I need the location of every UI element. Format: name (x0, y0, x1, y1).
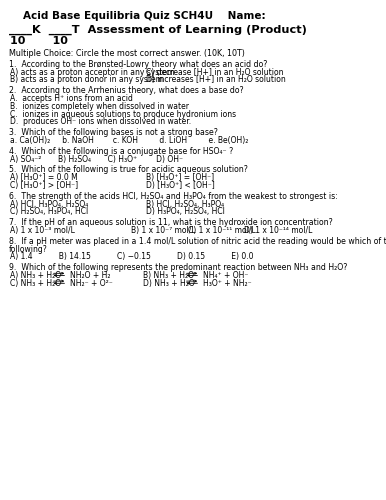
Text: C.  ionizes in aqueous solutions to produce hydronium ions: C. ionizes in aqueous solutions to produ… (10, 110, 237, 118)
Text: D) H₃PO₄, H₂SO₄, HCl: D) H₃PO₄, H₂SO₄, HCl (146, 208, 225, 216)
Text: Multiple Choice: Circle the most correct answer. (10K, 10T): Multiple Choice: Circle the most correct… (9, 49, 245, 58)
Text: B.  ionizes completely when dissolved in water: B. ionizes completely when dissolved in … (10, 102, 190, 111)
Text: 3.  Which of the following bases is not a strong base?: 3. Which of the following bases is not a… (9, 128, 218, 137)
Text: B) [H₃O⁺] = [OH⁻]: B) [H₃O⁺] = [OH⁻] (146, 173, 215, 182)
Text: A) [H₃O⁺] = 0.0 M: A) [H₃O⁺] = 0.0 M (10, 173, 78, 182)
Text: 9.  Which of the following represents the predominant reaction between NH₃ and H: 9. Which of the following represents the… (9, 263, 347, 272)
Text: A) SO₄⁻²       B) H₂SO₄       C) H₃O⁺        D) OH⁻: A) SO₄⁻² B) H₂SO₄ C) H₃O⁺ D) OH⁻ (10, 154, 183, 164)
Text: A.  accepts H⁺ ions from an acid: A. accepts H⁺ ions from an acid (10, 94, 133, 103)
Text: B) NH₃ + H₂O: B) NH₃ + H₂O (144, 271, 195, 280)
Text: 6.  The strength of the acids HCl, H₂SO₄ and H₃PO₄ from the weakest to strongest: 6. The strength of the acids HCl, H₂SO₄ … (9, 192, 338, 201)
Text: A) 1 x 10⁻³ mol/L: A) 1 x 10⁻³ mol/L (10, 226, 75, 235)
Text: following?: following? (9, 244, 48, 254)
Text: C) 1 x 10⁻¹¹ mol/L: C) 1 x 10⁻¹¹ mol/L (188, 226, 255, 235)
Text: C) H₂SO₄, H₃PO₄, HCl: C) H₂SO₄, H₃PO₄, HCl (10, 208, 89, 216)
Text: NH₄⁺ + OH⁻: NH₄⁺ + OH⁻ (203, 271, 249, 280)
Text: NH₂O + H₂: NH₂O + H₂ (70, 271, 111, 280)
Text: Acid Base Equilibria Quiz SCH4U    Name:: Acid Base Equilibria Quiz SCH4U Name: (23, 11, 266, 21)
Text: ____K  ____T  Assessment of Learning (Product): ____K ____T Assessment of Learning (Prod… (9, 25, 307, 35)
Text: C) NH₃ + H₂O: C) NH₃ + H₂O (10, 279, 62, 288)
Text: a. Ca(OH)₂     b. NaOH        c. KOH         d. LiOH         e. Be(OH)₂: a. Ca(OH)₂ b. NaOH c. KOH d. LiOH e. Be(… (10, 136, 249, 145)
Text: D) NH₃ + H₂O: D) NH₃ + H₂O (144, 279, 195, 288)
Text: 5.  Which of the following is true for acidic aqueous solution?: 5. Which of the following is true for ac… (9, 166, 248, 174)
Text: D) increases [H+] in an H₂O solution: D) increases [H+] in an H₂O solution (146, 76, 286, 84)
Text: D.  produces OH⁻ ions when dissolved in water.: D. produces OH⁻ ions when dissolved in w… (10, 118, 191, 126)
Text: B) acts as a proton donor in any system: B) acts as a proton donor in any system (10, 76, 163, 84)
Text: D) [H₃O⁺] < [OH⁻]: D) [H₃O⁺] < [OH⁻] (146, 181, 215, 190)
Text: D) 1 x 10⁻¹⁴ mol/L: D) 1 x 10⁻¹⁴ mol/L (244, 226, 312, 235)
Text: 4.  Which of the following is a conjugate base for HSO₄⁻ ?: 4. Which of the following is a conjugate… (9, 147, 233, 156)
Text: 1.  According to the Brønsted-Lowry theory what does an acid do?: 1. According to the Brønsted-Lowry theor… (9, 60, 267, 69)
Text: A) NH₃ + H₂O: A) NH₃ + H₂O (10, 271, 62, 280)
Text: A) 1.4           B) 14.15           C) −0.15           D) 0.15           E) 0.0: A) 1.4 B) 14.15 C) −0.15 D) 0.15 E) 0.0 (10, 252, 254, 262)
Text: A) acts as a proton acceptor in any system: A) acts as a proton acceptor in any syst… (10, 68, 175, 76)
Text: 2.  According to the Arrhenius theory, what does a base do?: 2. According to the Arrhenius theory, wh… (9, 86, 244, 95)
Text: NH₂⁻ + O²⁻: NH₂⁻ + O²⁻ (70, 279, 113, 288)
Text: 7.  If the pH of an aqueous solution is 11, what is the hydroxide ion concentrat: 7. If the pH of an aqueous solution is 1… (9, 218, 333, 227)
Text: B) HCl, H₂SO₄, H₃PO₄: B) HCl, H₂SO₄, H₃PO₄ (146, 200, 225, 208)
Text: 10       10: 10 10 (10, 36, 68, 46)
Text: 8.  If a pH meter was placed in a 1.4 mol/L solution of nitric acid the reading : 8. If a pH meter was placed in a 1.4 mol… (9, 237, 386, 246)
Text: B) 1 x 10⁻⁷ mol/L: B) 1 x 10⁻⁷ mol/L (132, 226, 196, 235)
Text: A) HCl, H₃PO₄, H₂SO₄: A) HCl, H₃PO₄, H₂SO₄ (10, 200, 89, 208)
Text: C) [H₃O⁺] > [OH⁻]: C) [H₃O⁺] > [OH⁻] (10, 181, 79, 190)
Text: C) decrease [H+] in an H₂O solution: C) decrease [H+] in an H₂O solution (146, 68, 284, 76)
Text: H₃O⁺ + NH₂⁻: H₃O⁺ + NH₂⁻ (203, 279, 252, 288)
